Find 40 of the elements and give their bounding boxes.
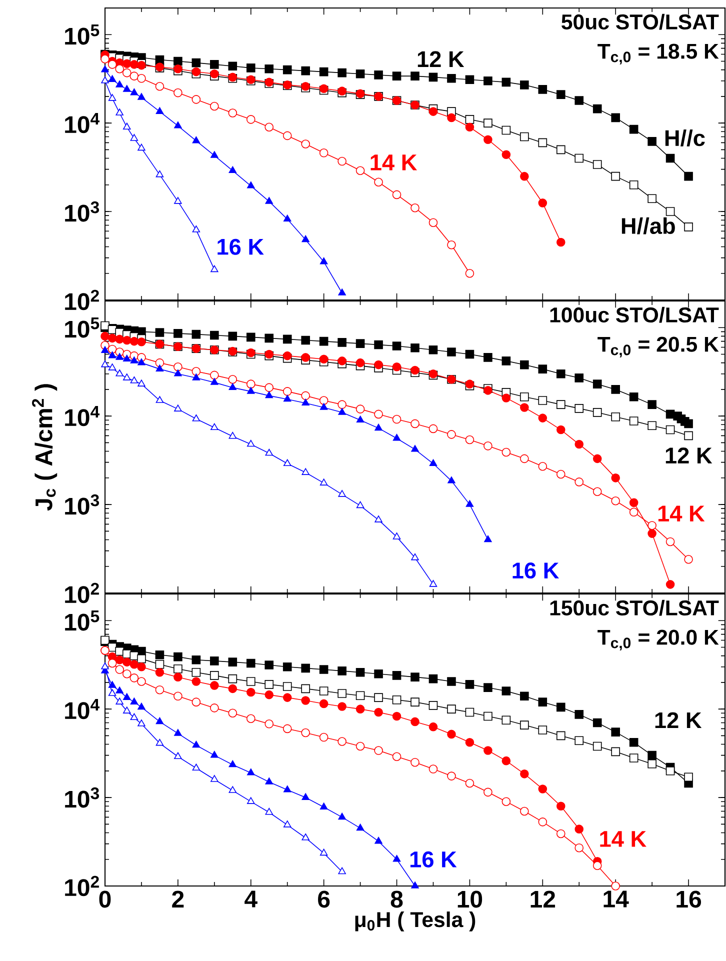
y-axis-title: J$_{c}$ ( A/cm$^{2}$ ) [32,384,58,511]
annotation: 16 K [512,562,559,579]
annotation: H//ab [622,217,675,234]
y-tick-label: 10$^{2}$ [65,582,99,604]
annotation: 14 K [658,506,705,522]
y-tick-label: 10$^{3}$ [65,787,100,808]
annotation: 14 K [370,154,418,170]
x-tick-label: 6 [318,890,330,908]
text: T$_{c,0}$ = 20.0 K [598,630,719,650]
x-tick-label: 14 [604,890,629,908]
y-tick-label: 10$^{4}$ [65,699,100,720]
x-tick-label: 4 [244,890,258,908]
x-tick-label: 16 [676,890,702,908]
y-tick-label: 10$^{3}$ [65,201,100,222]
x-tick-label: 2 [172,890,184,908]
annotation: 12 K [655,712,702,728]
x-tick-label: 12 [530,890,556,908]
text: T$_{c,0}$ = 18.5 K [598,44,719,64]
annotation: 14 K [600,831,646,847]
x-axis-title: μ$_{0}$H ( Tesla ) [355,912,476,932]
chart-title: 150uc STO/LSAT [550,600,719,616]
chart-title: 50uc STO/LSAT [562,14,719,30]
y-tick-label: 10$^{2}$ [65,290,99,310]
x-tick-label: 10 [458,890,482,908]
y-tick-label: 10$^{5}$ [65,610,100,631]
y-tick-label: 10$^{5}$ [65,24,100,45]
annotation: 12 K [666,448,712,464]
y-tick-label: 10$^{3}$ [65,494,100,515]
chart-title: 100uc STO/LSAT [550,306,719,323]
x-tick-label: 8 [390,890,403,908]
text: T$_{c,0}$ = 20.5 K [598,336,719,358]
y-tick-label: 10$^{5}$ [65,318,100,338]
x-tick-label: 0 [99,890,111,908]
annotation: H//c [665,130,705,146]
annotation: 12 K [418,51,464,68]
y-tick-label: 10$^{2}$ [65,876,99,896]
annotation: 16 K [410,851,457,868]
y-tick-label: 10$^{4}$ [65,406,100,426]
annotation: 16 K [218,238,264,255]
y-tick-label: 10$^{4}$ [65,113,100,134]
